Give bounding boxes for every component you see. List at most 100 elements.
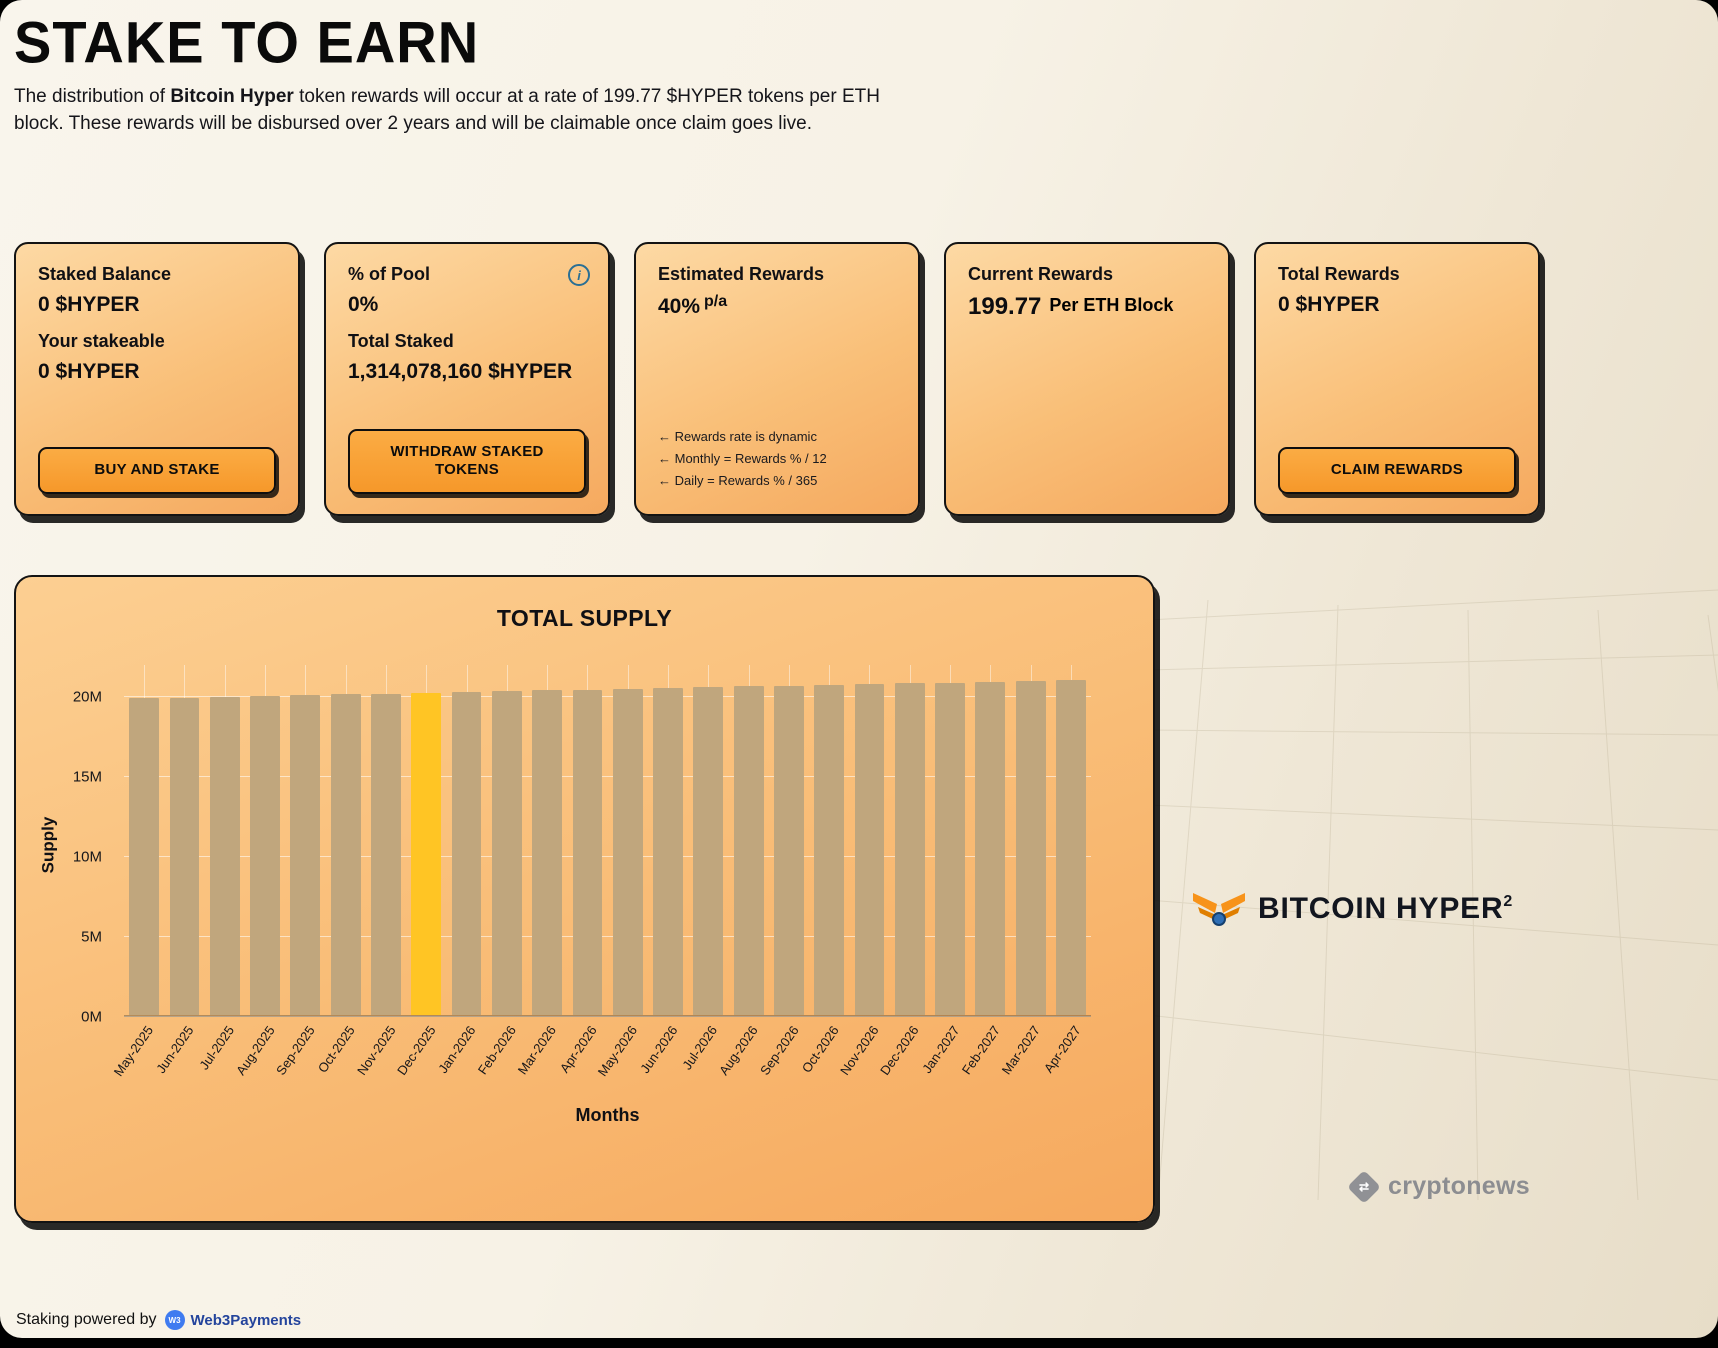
x-tick-label: Oct-2026 (798, 1023, 842, 1076)
total-rewards-title: Total Rewards (1278, 264, 1400, 284)
bar-Feb-2027[interactable] (975, 681, 1006, 1015)
bitcoin-hyper-wordmark: BITCOIN HYPER2 (1258, 892, 1513, 926)
bar-Mar-2027[interactable] (1015, 680, 1046, 1015)
bar-slot: Aug-2026 (716, 665, 768, 1078)
withdraw-staked-tokens-button[interactable]: WITHDRAW STAKED TOKENS (348, 428, 586, 494)
bar-slot: Jan-2027 (919, 665, 970, 1076)
brand-name: BITCOIN HYPER (1258, 892, 1504, 925)
bar-Jun-2025[interactable] (169, 697, 200, 1015)
page-title: STAKE TO EARN (14, 9, 480, 76)
bar-slot: Apr-2027 (1040, 665, 1091, 1075)
bar-slot: Dec-2026 (877, 665, 930, 1078)
staked-balance-value: 0 $HYPER (38, 293, 140, 316)
cryptonews-logo: ⇄ cryptonews (1347, 1169, 1530, 1204)
bar-Jun-2026[interactable] (653, 688, 683, 1015)
bar-slot: Mar-2027 (999, 665, 1051, 1077)
bar-May-2025[interactable] (129, 698, 160, 1015)
x-tick-label: Feb-2026 (474, 1023, 520, 1078)
x-tick-label: May-2025 (110, 1023, 157, 1079)
pool-value: 0% (348, 293, 379, 316)
bar-Sep-2026[interactable] (773, 685, 804, 1015)
x-tick-label: Nov-2026 (837, 1023, 882, 1078)
bar-Jan-2026[interactable] (451, 692, 482, 1015)
bar-Dec-2025[interactable] (411, 692, 442, 1015)
y-axis: 0M 5M 10M 15M 20M (50, 665, 112, 1026)
x-tick-label: Sep-2026 (756, 1023, 802, 1078)
info-icon[interactable]: i (568, 264, 590, 286)
x-tick-label: Mar-2026 (515, 1023, 560, 1078)
bar-slot: Jun-2026 (637, 665, 688, 1076)
bar-slot: Oct-2025 (315, 665, 365, 1075)
bar-slot: May-2026 (595, 665, 648, 1079)
bar-slot: Nov-2026 (837, 665, 889, 1078)
web3payments-badge[interactable]: W3 Web3Payments (164, 1310, 302, 1330)
x-tick-label: Dec-2026 (877, 1023, 923, 1078)
cryptonews-wordmark: cryptonews (1388, 1172, 1530, 1200)
bar-slot: Dec-2025 (394, 665, 446, 1078)
bar-Sep-2025[interactable] (290, 695, 321, 1015)
y-tick-label: 10M (72, 848, 102, 866)
bar-slot: Aug-2025 (233, 665, 285, 1078)
x-tick-label: Jun-2025 (153, 1023, 197, 1077)
x-tick-label: May-2026 (594, 1023, 641, 1079)
bar-slot: Jun-2025 (153, 665, 204, 1076)
bar-slot: Feb-2026 (475, 665, 527, 1077)
bar-slot: Jul-2025 (196, 665, 245, 1072)
bar-slot: May-2025 (111, 665, 164, 1079)
bar-Jul-2025[interactable] (209, 696, 240, 1015)
x-axis-label: Months (575, 1105, 640, 1125)
x-tick-label: Dec-2025 (393, 1023, 439, 1078)
bar-slot: Feb-2027 (958, 665, 1010, 1077)
buy-and-stake-button[interactable]: BUY AND STAKE (38, 447, 276, 494)
current-rewards-card: Current Rewards 199.77 Per ETH Block (944, 242, 1230, 516)
bar-Aug-2025[interactable] (250, 696, 280, 1015)
web3payments-wordmark: Web3Payments (190, 1311, 302, 1329)
your-stakeable-value: 0 $HYPER (38, 360, 140, 383)
bar-Jul-2026[interactable] (693, 687, 724, 1015)
bar-slot: Sep-2026 (757, 665, 809, 1078)
bar-Jan-2027[interactable] (935, 682, 965, 1015)
brand-superscript: 2 (1503, 893, 1514, 910)
estimated-rewards-suffix: p/a (704, 293, 728, 310)
bar-Nov-2026[interactable] (854, 684, 885, 1015)
bar-Feb-2026[interactable] (491, 691, 522, 1015)
bar-Dec-2026[interactable] (894, 683, 925, 1015)
web3payments-icon: W3 (164, 1310, 185, 1330)
bar-Mar-2026[interactable] (532, 690, 563, 1015)
claim-rewards-button[interactable]: CLAIM REWARDS (1278, 447, 1516, 494)
x-tick-label: Feb-2027 (958, 1023, 1003, 1078)
estimated-rewards-value: 40% p/a (658, 293, 896, 319)
bitcoin-hyper-logo: BITCOIN HYPER2 (1192, 888, 1513, 930)
y-tick-label: 15M (72, 768, 102, 786)
stats-card-row: Staked Balance 0 $HYPER Your stakeable 0… (14, 242, 1540, 516)
bar-Apr-2027[interactable] (1056, 680, 1086, 1015)
pool-card: i % of Pool 0% Total Staked 1,314,078,16… (324, 242, 610, 516)
bar-slot: Jan-2026 (435, 665, 486, 1076)
footer: Staking powered by W3 Web3Payments (16, 1310, 301, 1330)
note-line: ← Monthly = Rewards % / 12 (658, 451, 827, 466)
bar-Oct-2025[interactable] (330, 694, 361, 1015)
x-tick-label: Apr-2027 (1040, 1023, 1084, 1076)
bitcoin-hyper-wings-icon (1193, 893, 1245, 926)
bar-Nov-2025[interactable] (371, 693, 401, 1015)
x-tick-label: Mar-2027 (998, 1023, 1043, 1078)
x-tick-label: Nov-2025 (353, 1023, 399, 1078)
bar-Oct-2026[interactable] (814, 684, 845, 1015)
x-tick-label: Jan-2026 (435, 1023, 479, 1077)
bar-Aug-2026[interactable] (733, 686, 764, 1015)
bar-May-2026[interactable] (612, 688, 643, 1015)
bar-slot: Nov-2025 (354, 665, 406, 1078)
bar-slot: Apr-2026 (557, 665, 607, 1075)
total-supply-chart-card: TOTAL SUPPLY Supply 0M 5M 10M 15M 20M May-20… (14, 575, 1155, 1223)
cryptonews-icon: ⇄ (1347, 1169, 1381, 1204)
y-tick-label: 20M (72, 688, 102, 706)
staked-balance-card: Staked Balance 0 $HYPER Your stakeable 0… (14, 242, 300, 516)
estimated-rewards-card: Estimated Rewards 40% p/a ← Rewards rate … (634, 242, 920, 516)
background-grid (1148, 589, 1718, 1200)
rewards-notes: ← Rewards rate is dynamic ← Monthly = Re… (658, 422, 896, 494)
total-staked-label: Total Staked (348, 331, 454, 351)
current-rewards-title: Current Rewards (968, 264, 1114, 284)
your-stakeable-label: Your stakeable (38, 331, 165, 351)
current-rewards-value: 199.77 Per ETH Block (968, 293, 1206, 321)
bar-Apr-2026[interactable] (572, 689, 603, 1015)
